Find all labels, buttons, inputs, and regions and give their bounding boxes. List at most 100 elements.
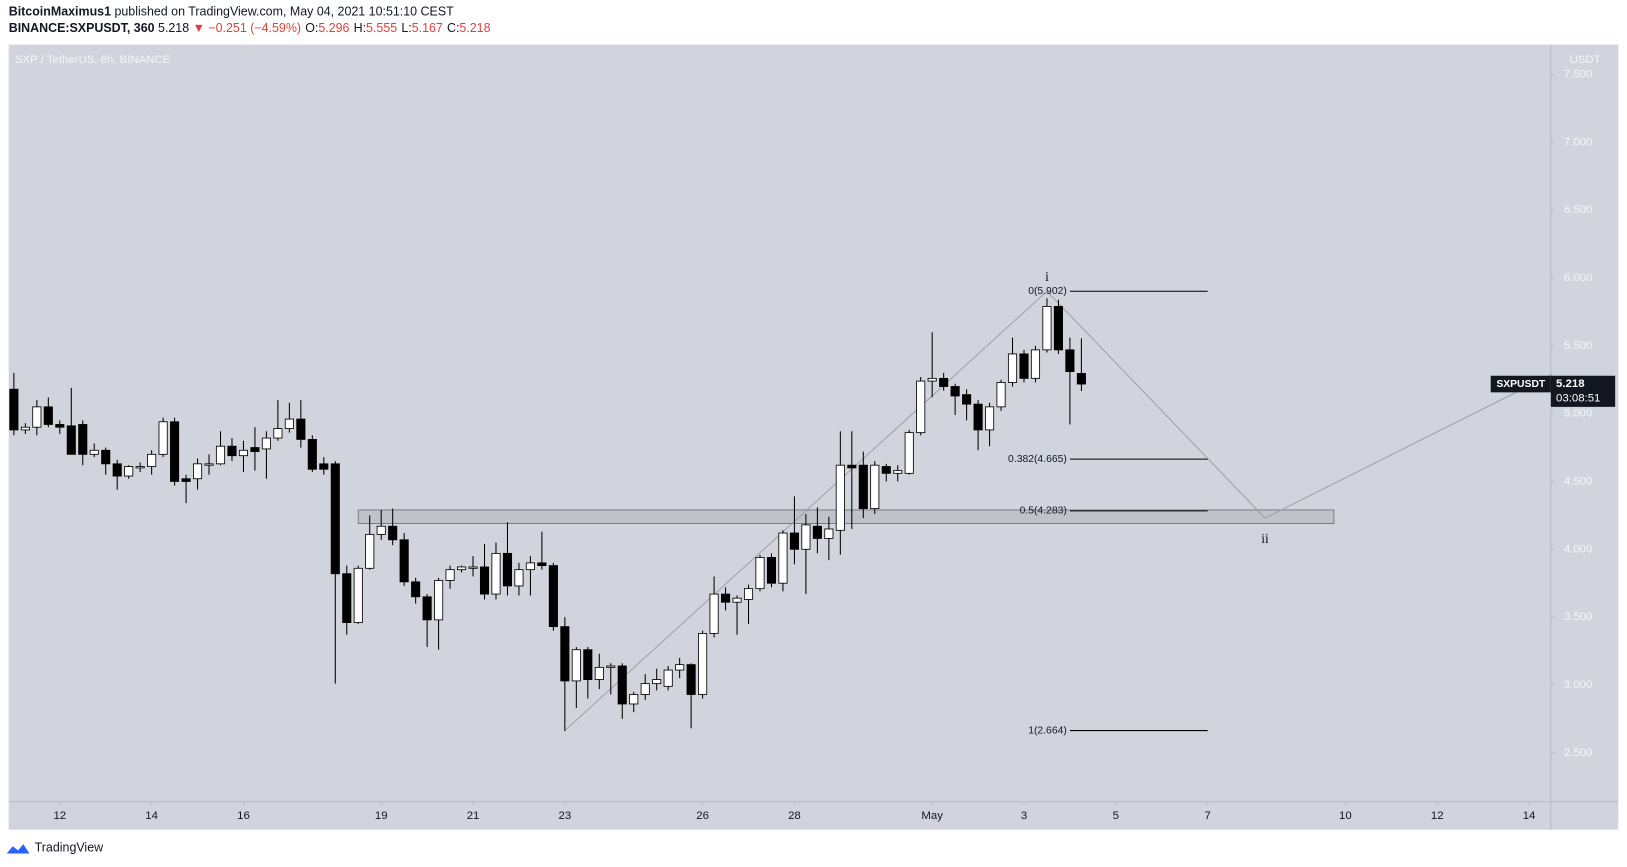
candle-body xyxy=(939,377,949,387)
candle-body xyxy=(399,539,409,583)
candle-body xyxy=(847,464,857,469)
y-tick-label: 3.500 xyxy=(1564,611,1593,623)
candle-body xyxy=(675,664,685,671)
candle-body xyxy=(778,532,788,584)
candle-body xyxy=(698,633,708,695)
candle-body xyxy=(124,466,134,477)
fib-label: 0.382(4.665) xyxy=(1008,454,1067,465)
fib-label: 0(5.902) xyxy=(1028,286,1067,297)
y-tick-label: 5.000 xyxy=(1564,408,1593,420)
candle-body xyxy=(376,525,386,535)
candle-body xyxy=(342,573,352,623)
candle-body xyxy=(629,694,639,705)
candle-body xyxy=(181,478,191,482)
x-tick-label: May xyxy=(921,810,943,822)
fib-label: 1(2.664) xyxy=(1028,725,1067,736)
y-tick-label: 7.500 xyxy=(1564,68,1593,80)
x-tick-label: 3 xyxy=(1021,810,1027,822)
price-tag-symbol: SXPUSDT xyxy=(1496,379,1546,390)
candle-body xyxy=(617,665,627,705)
chart-title: SXP / TetherUS, 6h, BINANCE xyxy=(15,54,171,66)
candle-body xyxy=(158,421,168,455)
x-tick-label: 23 xyxy=(559,810,572,822)
candle-body xyxy=(812,525,822,539)
candle-body xyxy=(732,597,742,603)
candle-body xyxy=(962,394,972,405)
candle-body xyxy=(594,666,604,680)
price-tag-value: 5.218 xyxy=(1556,378,1585,390)
candle-body xyxy=(330,463,340,575)
candle-body xyxy=(789,532,799,550)
fib-label: 0.5(4.283) xyxy=(1020,506,1067,517)
candle-body xyxy=(606,665,616,668)
candle-body xyxy=(904,432,914,474)
publisher: BitcoinMaximus1 xyxy=(9,5,111,19)
y-tick-label: 6.000 xyxy=(1564,272,1593,284)
candle-body xyxy=(78,424,88,455)
candle-body xyxy=(238,449,249,457)
candle-body xyxy=(537,562,547,567)
candle-body xyxy=(1030,349,1041,379)
candle-body xyxy=(468,566,478,569)
ohlc-value: 5.296 xyxy=(318,21,349,35)
candle-body xyxy=(55,424,65,428)
candle-body xyxy=(583,649,593,680)
y-axis-label: USDT xyxy=(1570,54,1601,66)
candle-body xyxy=(916,380,926,434)
price-tag-countdown: 03:08:51 xyxy=(1556,393,1600,405)
candle-body xyxy=(560,626,570,682)
candle-body xyxy=(89,449,99,455)
ohlc-value: 5.218 xyxy=(459,21,490,35)
logo: TradingView xyxy=(6,841,104,855)
candle-body xyxy=(721,593,731,603)
candle-body xyxy=(1019,353,1029,379)
logo-icon xyxy=(6,844,30,854)
candle-body xyxy=(319,463,329,470)
published: published on TradingView.com, May 04, 20… xyxy=(114,5,454,19)
candle-body xyxy=(20,426,30,431)
candle-body xyxy=(835,464,845,531)
candle-body xyxy=(571,649,581,682)
wave-label: ii xyxy=(1261,531,1269,546)
candle-body xyxy=(147,453,157,467)
x-tick-label: 26 xyxy=(696,810,709,822)
candle-body xyxy=(1042,306,1052,351)
candle-body xyxy=(307,438,317,470)
candle-body xyxy=(135,466,145,469)
y-tick-label: 4.500 xyxy=(1564,475,1593,487)
candle-body xyxy=(9,388,19,431)
candle-body xyxy=(996,382,1006,408)
candle-body xyxy=(858,464,868,510)
logo-text: TradingView xyxy=(35,841,104,855)
candle-body xyxy=(985,406,995,431)
candle-body xyxy=(422,596,432,621)
x-tick-label: 21 xyxy=(467,810,480,822)
candle-body xyxy=(388,525,398,541)
y-tick-label: 5.500 xyxy=(1564,340,1593,352)
candle-body xyxy=(43,406,53,425)
price-tag-value-box xyxy=(1550,375,1616,407)
candle-body xyxy=(1065,349,1075,372)
ohlc-value: 5.167 xyxy=(412,21,443,35)
candle-body xyxy=(457,566,467,571)
candle-body xyxy=(227,445,237,457)
candle-body xyxy=(652,679,662,685)
candle-body xyxy=(709,593,719,634)
candle-body xyxy=(870,464,880,510)
ohlc-label: O: xyxy=(305,21,318,35)
candle-body xyxy=(927,377,937,382)
x-tick-label: 19 xyxy=(375,810,388,822)
candle-body xyxy=(824,528,834,539)
x-tick-label: 14 xyxy=(145,810,158,822)
candle-body xyxy=(502,552,513,587)
candle-body xyxy=(101,449,111,465)
header-line-1: BitcoinMaximus1 published on TradingView… xyxy=(9,5,454,19)
candle-body xyxy=(525,562,535,571)
candle-body xyxy=(766,557,777,584)
y-tick-label: 4.000 xyxy=(1564,543,1593,555)
candle-body xyxy=(273,428,283,439)
x-tick-label: 16 xyxy=(237,810,250,822)
ohlc-label: C: xyxy=(447,21,459,35)
candle-body xyxy=(250,447,260,453)
candle-body xyxy=(663,669,673,687)
